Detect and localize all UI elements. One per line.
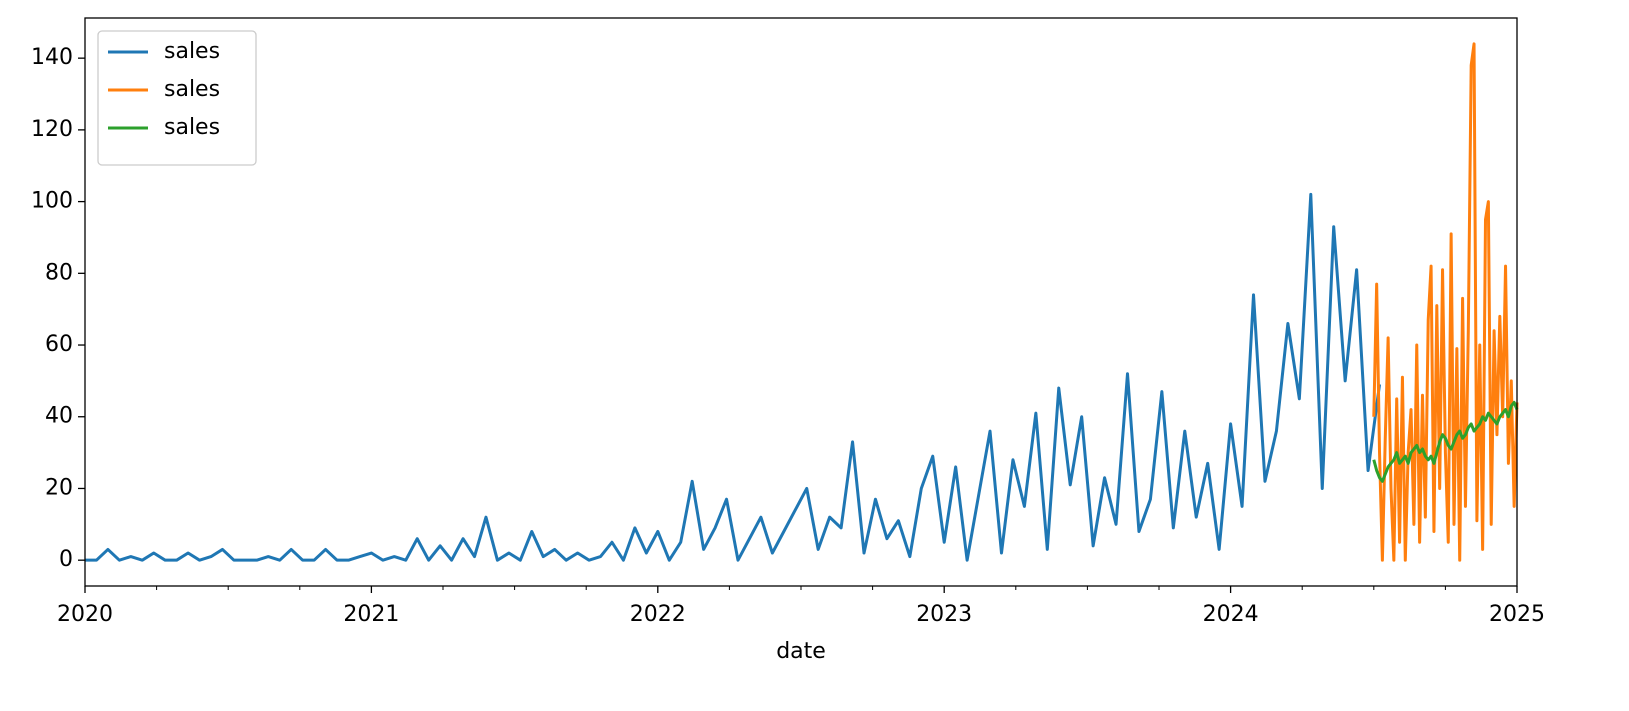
legend-box [97,30,257,166]
y-tick-label: 80 [45,260,73,285]
y-tick-label: 100 [31,189,73,214]
x-axis-label: date [776,639,826,664]
legend-label: sales [164,115,220,140]
legend-label: sales [164,39,220,64]
x-tick-label: 2023 [916,602,972,627]
series-line [1372,400,1519,483]
y-tick-label: 40 [45,404,73,429]
y-tick-label: 0 [59,547,73,572]
series-line [1372,42,1519,562]
y-tick-label: 140 [31,45,73,70]
plot-frame [84,17,1518,587]
series-line [85,192,1382,562]
x-tick-label: 2025 [1489,602,1545,627]
x-tick-label: 2022 [630,602,686,627]
x-tick-label: 2020 [57,602,113,627]
legend-label: sales [164,77,220,102]
x-tick-label: 2024 [1203,602,1259,627]
legend: sales sales sales [97,30,257,166]
y-tick-label: 20 [45,475,73,500]
y-tick-label: 120 [31,117,73,142]
x-tick-label: 2021 [343,602,399,627]
y-tick-label: 60 [45,332,73,357]
